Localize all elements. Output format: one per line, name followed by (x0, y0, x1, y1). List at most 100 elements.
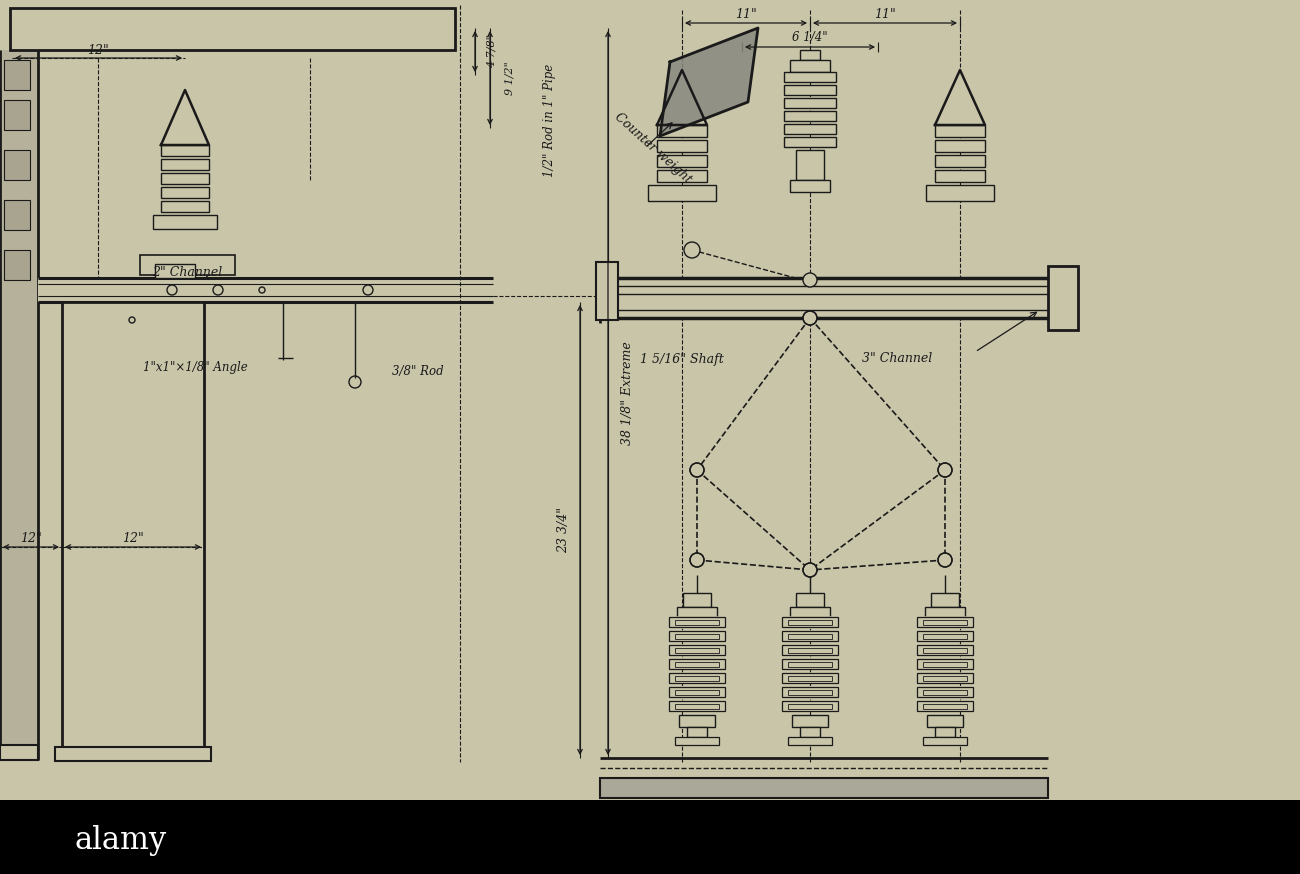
Polygon shape (783, 701, 839, 711)
Text: 1/2" Rod in 1" Pipe: 1/2" Rod in 1" Pipe (543, 64, 556, 177)
Bar (926, 607, 965, 617)
Bar (935, 170, 985, 182)
Bar (675, 620, 719, 625)
Bar (4, 60, 30, 90)
Polygon shape (670, 659, 725, 669)
Text: alamy: alamy (75, 824, 168, 856)
Bar (0, 800, 1300, 874)
Bar (783, 659, 839, 669)
Polygon shape (916, 617, 972, 627)
Bar (916, 617, 972, 627)
Bar (155, 264, 195, 278)
Bar (1048, 266, 1078, 330)
Bar (62, 302, 204, 747)
Text: 12": 12" (20, 532, 42, 545)
Bar (935, 140, 985, 152)
Text: 11": 11" (734, 9, 757, 22)
Polygon shape (670, 673, 725, 683)
Bar (62, 302, 204, 747)
Bar (916, 673, 972, 683)
Bar (161, 159, 209, 170)
Bar (55, 747, 211, 761)
Bar (677, 607, 718, 617)
Bar (656, 170, 707, 182)
Bar (935, 155, 985, 167)
Bar (788, 648, 832, 653)
Bar (788, 704, 832, 709)
Bar (656, 155, 707, 167)
Bar (788, 737, 832, 745)
Bar (783, 673, 839, 683)
Polygon shape (935, 70, 985, 125)
Bar (670, 701, 725, 711)
Text: 9 1/2": 9 1/2" (504, 61, 515, 95)
Circle shape (939, 463, 952, 477)
Circle shape (939, 553, 952, 567)
Bar (927, 715, 963, 727)
Bar (161, 173, 209, 184)
Polygon shape (783, 631, 839, 641)
Bar (790, 607, 829, 617)
Bar (788, 634, 832, 639)
Text: 6 1/4": 6 1/4" (792, 31, 828, 45)
Polygon shape (670, 645, 725, 655)
Bar (4, 100, 30, 130)
Bar (935, 125, 985, 137)
Polygon shape (916, 687, 972, 697)
Bar (675, 737, 719, 745)
Bar (788, 676, 832, 681)
Bar (670, 687, 725, 697)
Bar (675, 648, 719, 653)
Bar (784, 85, 836, 95)
Bar (916, 701, 972, 711)
Bar (670, 673, 725, 683)
Bar (675, 634, 719, 639)
Text: 12": 12" (87, 44, 109, 57)
Bar (923, 648, 967, 653)
Circle shape (690, 553, 705, 567)
Polygon shape (783, 659, 839, 669)
Bar (161, 201, 209, 212)
Bar (916, 645, 972, 655)
Bar (675, 662, 719, 667)
Bar (784, 137, 836, 147)
Polygon shape (916, 701, 972, 711)
Bar (916, 687, 972, 697)
Bar (10, 8, 455, 50)
Polygon shape (670, 701, 725, 711)
Bar (784, 98, 836, 108)
Bar (140, 255, 235, 275)
Bar (926, 185, 994, 201)
Polygon shape (916, 673, 972, 683)
Bar (4, 150, 30, 180)
Bar (0, 50, 38, 750)
Polygon shape (916, 631, 972, 641)
Bar (38, 278, 493, 302)
Text: 3/8" Rod: 3/8" Rod (393, 365, 443, 378)
Bar (675, 704, 719, 709)
Bar (792, 715, 828, 727)
Bar (783, 617, 839, 627)
Bar (923, 737, 967, 745)
Text: 38 1/8" Extreme: 38 1/8" Extreme (621, 341, 634, 445)
Bar (675, 690, 719, 695)
Bar (656, 125, 707, 137)
Bar (783, 701, 839, 711)
Polygon shape (916, 645, 972, 655)
Bar (788, 620, 832, 625)
Bar (935, 727, 956, 737)
Polygon shape (916, 659, 972, 669)
Bar (783, 631, 839, 641)
Bar (931, 593, 959, 607)
Bar (796, 593, 824, 607)
Circle shape (803, 563, 816, 577)
Bar (595, 262, 617, 320)
Polygon shape (670, 687, 725, 697)
Bar (161, 187, 209, 198)
Polygon shape (660, 28, 758, 136)
Bar (4, 200, 30, 230)
Text: 12": 12" (122, 532, 144, 545)
Bar (800, 727, 820, 737)
Polygon shape (783, 687, 839, 697)
Bar (679, 715, 715, 727)
